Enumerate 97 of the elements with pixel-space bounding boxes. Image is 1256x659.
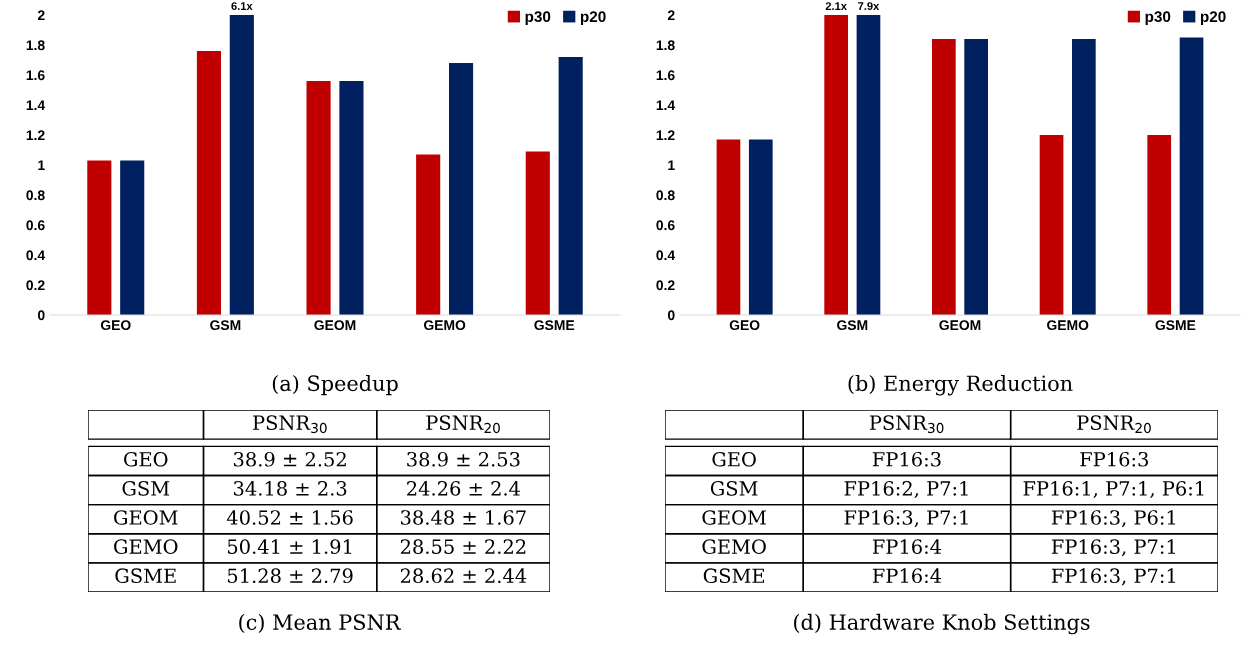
y-tick-label: 1.4 [656,100,676,111]
text: 28.62 ± 2.44 [400,568,527,584]
y-tick-label: 0.4 [656,250,676,261]
text: (d) Hardware Knob Settings [794,613,1090,635]
category-label: GEOM [114,510,178,525]
category-label: GEO [124,451,168,467]
x-tick-label: GEO [100,320,131,331]
x-tick-label: GEOM [939,320,981,331]
category-label: PSNR$_{30}$ [253,415,327,434]
bar [1147,135,1172,315]
text: 38.9 ± 2.53 [407,451,520,467]
text: 51.28 ± 2.79 [227,568,353,584]
text: 40.52 ± 1.56 [226,510,353,525]
text: 34.18 ± 2.3 [233,481,347,496]
x-tick-label: GSM [210,320,241,331]
y-tick-label: 0 [667,310,675,321]
category-label: GSME [115,568,176,584]
category-label: GEO [712,451,756,467]
text: FP16:4 [872,539,942,554]
y-tick-label: 1 [668,160,675,171]
category-label: PSNR$_{20}$ [426,415,500,434]
y-tick-label: 1.6 [26,70,45,81]
y-tick-label: 1.4 [26,100,46,111]
y-tick-label: 1 [38,160,45,171]
y-tick-label: 1.2 [656,130,675,141]
legend-label: p20 [580,11,606,26]
annotation: 6.1x [231,2,253,11]
text: 28.55 ± 2.22 [400,539,526,554]
y-tick-label: 1.8 [656,40,675,51]
bar [1039,135,1064,315]
y-tick-label: 2 [37,10,45,21]
y-tick-label: 0.2 [26,280,45,291]
bar [964,39,988,315]
x-tick-label: GEMO [1047,320,1089,331]
category-label: PSNR$_{20}$ [1077,415,1151,434]
category-label: GEMO [114,539,178,554]
annotation: 2.1x [825,2,847,10]
text: FP16:2, P7:1 [844,481,968,499]
category-label: GSM [122,481,170,496]
x-tick-label: GEOM [314,320,356,331]
annotation: 7.9x [858,2,880,11]
x-tick-label: GEMO [423,320,466,331]
y-tick-label: 0.4 [26,250,46,261]
x-tick-label: GEO [729,320,760,331]
category-label: GSME [703,568,765,584]
bar [716,139,741,315]
y-tick-label: 1.8 [26,40,45,51]
text: 50.41 ± 1.91 [227,539,352,554]
text: (b) Energy Reduction [848,375,1073,396]
bar [932,39,956,315]
bar [87,160,112,315]
y-tick-label: 0.8 [656,190,675,201]
bar [558,57,583,315]
y-tick-label: 0 [37,310,45,321]
text: 38.48 ± 1.67 [401,510,526,525]
category-label: GEMO [702,539,766,554]
bar [196,51,221,315]
text: FP16:3, P7:1 [844,510,968,528]
legend-label: p20 [1200,11,1226,26]
text: FP16:3 [872,451,941,467]
text: FP16:1, P7:1, P6:1 [1023,481,1204,499]
bar [824,15,848,315]
y-tick-label: 2 [667,10,675,21]
text: FP16:3 [1080,451,1148,467]
x-tick-label: GSME [1155,320,1196,331]
legend-label: p30 [525,11,551,26]
y-tick-label: 1.2 [26,130,45,141]
bar [120,160,145,315]
y-tick-label: 1.6 [656,70,675,81]
text: FP16:3, P7:1 [1051,539,1176,557]
y-tick-label: 0.6 [656,220,675,231]
text: FP16:3, P7:1 [1051,568,1176,586]
bar [1072,39,1096,315]
text: (c) Mean PSNR [239,613,401,633]
text: FP16:3, P6:1 [1051,510,1176,528]
x-tick-label: GSME [534,320,575,331]
y-tick-label: 0.2 [656,280,675,291]
bar [1179,37,1204,315]
bar [856,15,881,315]
text: (a) Speedup [272,375,398,396]
bar [416,154,441,315]
bar [229,15,254,315]
category-label: GEOM [702,510,766,525]
bar [306,81,331,315]
text: FP16:4 [872,568,942,584]
bar [748,139,773,315]
text: 38.9 ± 2.52 [233,451,346,467]
category-label: GSM [710,481,758,496]
y-tick-label: 0.8 [26,190,45,201]
bar [449,63,474,315]
category-label: PSNR$_{30}$ [869,415,944,434]
bar [339,81,364,315]
text: 24.26 ± 2.4 [407,481,521,496]
x-tick-label: GSM [837,320,868,331]
y-tick-label: 0.6 [26,220,45,231]
legend-label: p30 [1145,11,1171,26]
bar [525,151,550,315]
